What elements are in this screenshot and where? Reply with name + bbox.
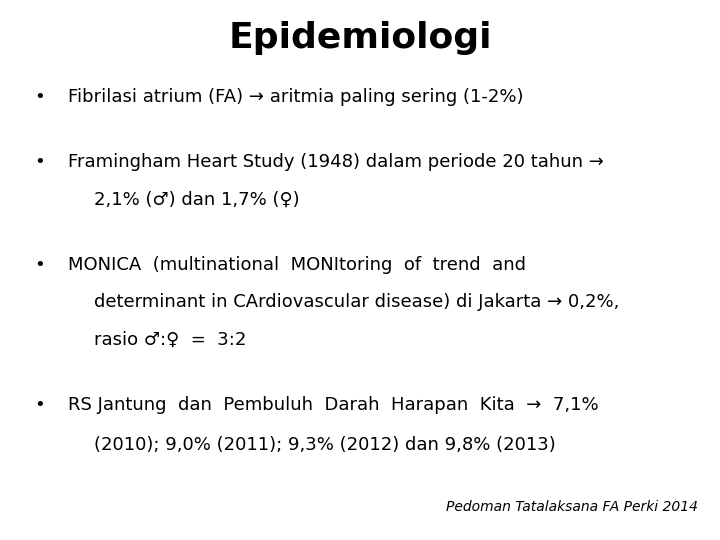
Text: RS Jantung  dan  Pembuluh  Darah  Harapan  Kita  →  7,1%: RS Jantung dan Pembuluh Darah Harapan Ki… [68,396,599,414]
Text: determinant in CArdiovascular disease) di Jakarta → 0,2%,: determinant in CArdiovascular disease) d… [94,293,619,312]
Text: Framingham Heart Study (1948) dalam periode 20 tahun →: Framingham Heart Study (1948) dalam peri… [68,153,604,171]
Text: •: • [35,153,45,171]
Text: •: • [35,88,45,106]
Text: Pedoman Tatalaksana FA Perki 2014: Pedoman Tatalaksana FA Perki 2014 [446,500,698,514]
Text: Fibrilasi atrium (FA) → aritmia paling sering (1-2%): Fibrilasi atrium (FA) → aritmia paling s… [68,88,524,106]
Text: 2,1% (♂) dan 1,7% (♀): 2,1% (♂) dan 1,7% (♀) [94,191,300,209]
Text: rasio ♂:♀  =  3:2: rasio ♂:♀ = 3:2 [94,331,246,349]
Text: MONICA  (multinational  MONItoring  of  trend  and: MONICA (multinational MONItoring of tren… [68,255,526,274]
Text: •: • [35,396,45,414]
Text: (2010); 9,0% (2011); 9,3% (2012) dan 9,8% (2013): (2010); 9,0% (2011); 9,3% (2012) dan 9,8… [94,436,555,455]
Text: Epidemiologi: Epidemiologi [228,21,492,55]
Text: •: • [35,255,45,274]
